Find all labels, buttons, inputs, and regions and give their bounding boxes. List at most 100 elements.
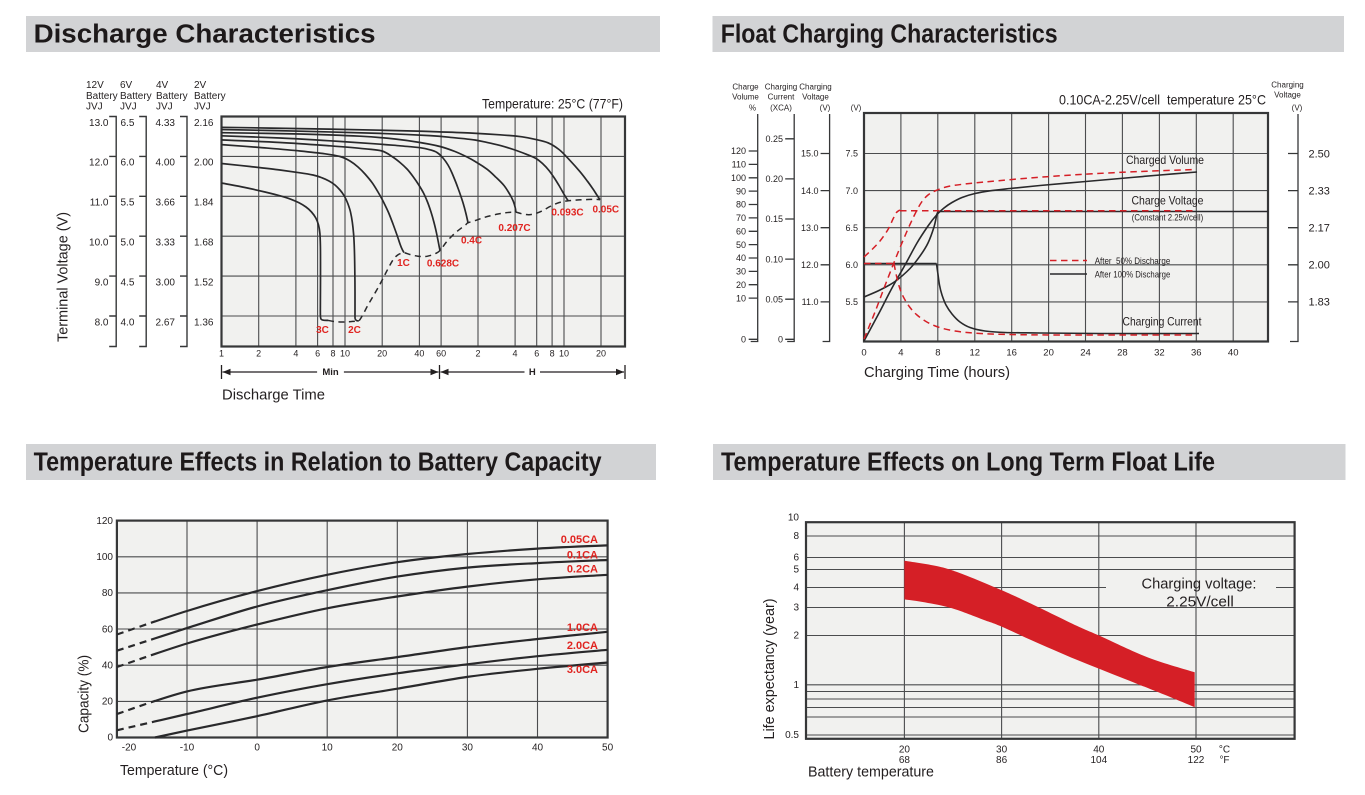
- svg-text:Charging Time (hours): Charging Time (hours): [864, 365, 1010, 381]
- svg-text:4.0: 4.0: [121, 317, 135, 328]
- svg-text:1.83: 1.83: [1309, 297, 1330, 309]
- svg-text:80: 80: [102, 588, 114, 599]
- svg-text:0: 0: [778, 335, 783, 345]
- svg-text:0.628C: 0.628C: [427, 259, 459, 270]
- svg-text:5: 5: [793, 565, 799, 576]
- svg-text:12.0: 12.0: [89, 158, 109, 169]
- svg-text:0.10: 0.10: [765, 254, 783, 264]
- svg-text:(XCA): (XCA): [770, 104, 792, 113]
- svg-text:8: 8: [550, 349, 555, 359]
- svg-text:110: 110: [732, 160, 746, 170]
- svg-text:1: 1: [793, 680, 799, 691]
- svg-text:24: 24: [1080, 348, 1091, 359]
- svg-text:8: 8: [935, 348, 940, 359]
- svg-text:4: 4: [293, 349, 298, 359]
- svg-text:40: 40: [414, 349, 424, 359]
- svg-text:0.20: 0.20: [765, 174, 783, 184]
- svg-text:1.52: 1.52: [194, 277, 214, 288]
- svg-text:Voltage: Voltage: [1274, 91, 1301, 100]
- svg-text:6.0: 6.0: [121, 158, 135, 169]
- svg-text:2V: 2V: [194, 80, 207, 91]
- svg-text:Discharge Time: Discharge Time: [222, 388, 325, 404]
- svg-text:3.00: 3.00: [156, 277, 176, 288]
- svg-text:0.10CA-2.25V/cell temperature: 0.10CA-2.25V/cell temperature 25°C: [1059, 92, 1266, 108]
- svg-text:-10: -10: [180, 743, 195, 754]
- svg-text:Battery: Battery: [194, 91, 226, 102]
- svg-text:2: 2: [256, 349, 261, 359]
- svg-text:4.00: 4.00: [156, 158, 176, 169]
- svg-text:10.0: 10.0: [89, 238, 109, 249]
- svg-text:12.0: 12.0: [801, 260, 819, 270]
- svg-text:50: 50: [1190, 745, 1202, 756]
- svg-text:60: 60: [436, 349, 446, 359]
- svg-text:13.0: 13.0: [801, 223, 819, 233]
- svg-text:14.0: 14.0: [801, 186, 819, 196]
- svg-text:1.84: 1.84: [194, 198, 214, 209]
- svg-text:122: 122: [1188, 755, 1205, 766]
- svg-text:2: 2: [476, 349, 481, 359]
- svg-text:1.0CA: 1.0CA: [567, 622, 598, 634]
- svg-text:6: 6: [793, 553, 799, 564]
- svg-text:20: 20: [736, 280, 746, 290]
- svg-text:Float Charging Characteristics: Float Charging Characteristics: [721, 20, 1058, 48]
- svg-text:80: 80: [736, 200, 746, 210]
- svg-text:Battery temperature: Battery temperature: [808, 765, 934, 781]
- svg-text:28: 28: [1117, 348, 1128, 359]
- svg-text:9.0: 9.0: [95, 277, 109, 288]
- svg-text:0: 0: [741, 335, 746, 345]
- svg-text:Charging: Charging: [1271, 81, 1303, 90]
- svg-text:3.33: 3.33: [156, 238, 176, 249]
- svg-text:7.0: 7.0: [845, 186, 858, 196]
- svg-text:Temperature: 25°C (77°F): Temperature: 25°C (77°F): [482, 96, 623, 112]
- svg-text:20: 20: [1043, 348, 1054, 359]
- svg-text:(V): (V): [820, 104, 831, 113]
- svg-text:2: 2: [793, 631, 799, 642]
- svg-text:60: 60: [102, 624, 114, 635]
- svg-text:68: 68: [899, 755, 911, 766]
- svg-text:0.05C: 0.05C: [592, 205, 619, 216]
- svg-text:Temperature Effects on Long Te: Temperature Effects on Long Term Float L…: [721, 448, 1215, 476]
- svg-text:3.0CA: 3.0CA: [567, 664, 598, 676]
- svg-text:Charging: Charging: [765, 83, 797, 92]
- svg-text:4: 4: [513, 349, 518, 359]
- svg-text:6.5: 6.5: [845, 223, 858, 233]
- svg-text:40: 40: [1228, 348, 1239, 359]
- svg-text:2.00: 2.00: [194, 158, 214, 169]
- svg-text:1.68: 1.68: [194, 238, 214, 249]
- svg-text:10: 10: [788, 513, 800, 524]
- svg-text:100: 100: [731, 173, 746, 183]
- svg-text:36: 36: [1191, 348, 1202, 359]
- svg-text:6.0: 6.0: [845, 260, 858, 270]
- svg-text:10: 10: [736, 293, 746, 303]
- svg-text:20: 20: [899, 745, 911, 756]
- svg-text:0.207C: 0.207C: [498, 223, 530, 234]
- svg-text:2.0CA: 2.0CA: [567, 640, 598, 652]
- svg-text:90: 90: [736, 186, 746, 196]
- svg-text:2.33: 2.33: [1309, 185, 1330, 197]
- svg-text:Volume: Volume: [732, 93, 759, 102]
- svg-text:°C: °C: [1219, 745, 1230, 756]
- svg-text:4.5: 4.5: [121, 277, 135, 288]
- svg-text:10: 10: [340, 349, 350, 359]
- svg-text:20: 20: [596, 349, 606, 359]
- svg-text:Battery: Battery: [120, 91, 152, 102]
- svg-text:Terminal Voltage (V): Terminal Voltage (V): [55, 212, 72, 342]
- svg-text:Charge: Charge: [732, 83, 759, 92]
- svg-text:°F: °F: [1219, 755, 1229, 766]
- svg-text:Battery: Battery: [156, 91, 188, 102]
- svg-text:Charging voltage:: Charging voltage:: [1142, 576, 1257, 593]
- svg-text:40: 40: [736, 253, 746, 263]
- svg-text:3C: 3C: [316, 325, 329, 336]
- svg-text:(V): (V): [1292, 104, 1303, 113]
- svg-text:100: 100: [96, 552, 113, 563]
- svg-text:%: %: [749, 104, 756, 113]
- svg-text:4.33: 4.33: [156, 118, 176, 129]
- svg-text:0.05CA: 0.05CA: [561, 534, 598, 546]
- svg-text:5.5: 5.5: [121, 198, 135, 209]
- svg-text:Current: Current: [768, 93, 795, 102]
- svg-text:5.0: 5.0: [121, 238, 135, 249]
- svg-text:JVJ: JVJ: [120, 102, 137, 113]
- svg-text:15.0: 15.0: [801, 149, 819, 159]
- svg-text:0.05: 0.05: [765, 294, 783, 304]
- svg-text:10: 10: [559, 349, 569, 359]
